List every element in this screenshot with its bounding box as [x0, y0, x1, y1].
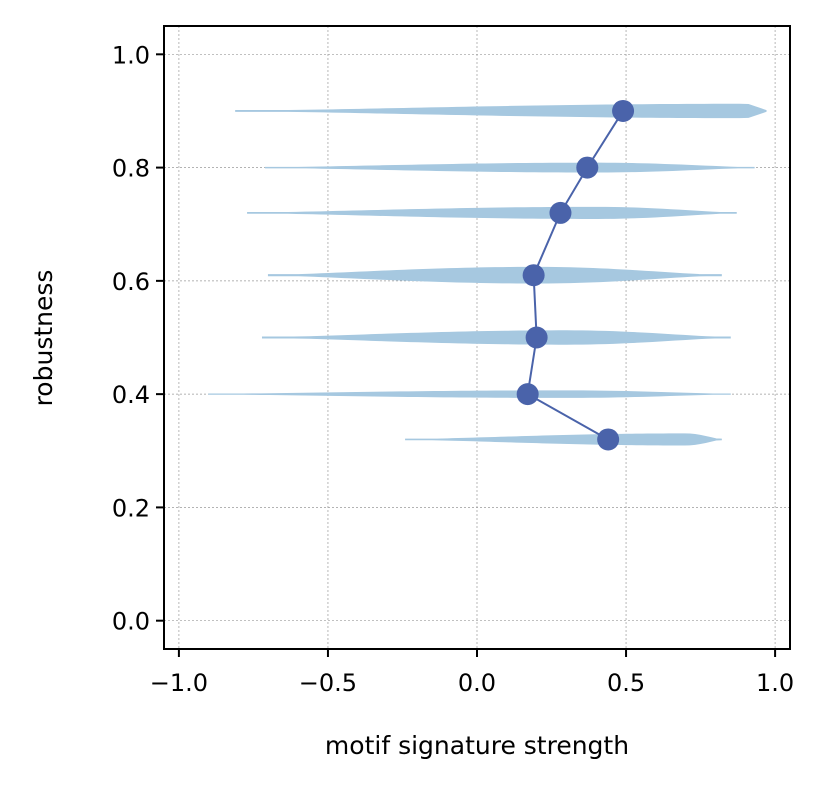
x-tick-label: 0.5	[607, 669, 645, 697]
y-tick-label: 0.4	[112, 381, 150, 409]
violin-layer	[208, 103, 767, 446]
violin	[261, 330, 731, 345]
data-point	[525, 326, 548, 349]
data-point	[597, 428, 620, 451]
data-point	[516, 383, 539, 406]
data-point	[612, 99, 635, 122]
y-tick-label: 0.8	[112, 155, 150, 183]
data-point	[549, 201, 572, 224]
violin	[247, 206, 737, 219]
y-tick-label: 0.6	[112, 268, 150, 296]
y-tick-label: 1.0	[112, 41, 150, 69]
x-axis: −1.0 −0.5 0.0 0.5 1.0	[150, 649, 794, 697]
x-tick-label: 1.0	[756, 669, 794, 697]
point-layer	[516, 99, 635, 451]
violin	[267, 266, 722, 284]
violin	[208, 390, 731, 398]
y-tick-label: 0.0	[112, 608, 150, 636]
y-tick-label: 0.2	[112, 494, 150, 522]
data-point	[576, 156, 599, 179]
x-tick-label: 0.0	[458, 669, 496, 697]
violin	[235, 103, 767, 119]
x-axis-label: motif signature strength	[325, 731, 629, 760]
x-tick-label: −0.5	[299, 669, 357, 697]
y-axis: 0.0 0.2 0.4 0.6 0.8 1.0	[112, 41, 164, 636]
data-point	[522, 264, 545, 287]
x-tick-label: −1.0	[150, 669, 208, 697]
violin	[405, 433, 722, 446]
violin	[264, 162, 755, 173]
y-axis-label: robustness	[29, 270, 58, 407]
